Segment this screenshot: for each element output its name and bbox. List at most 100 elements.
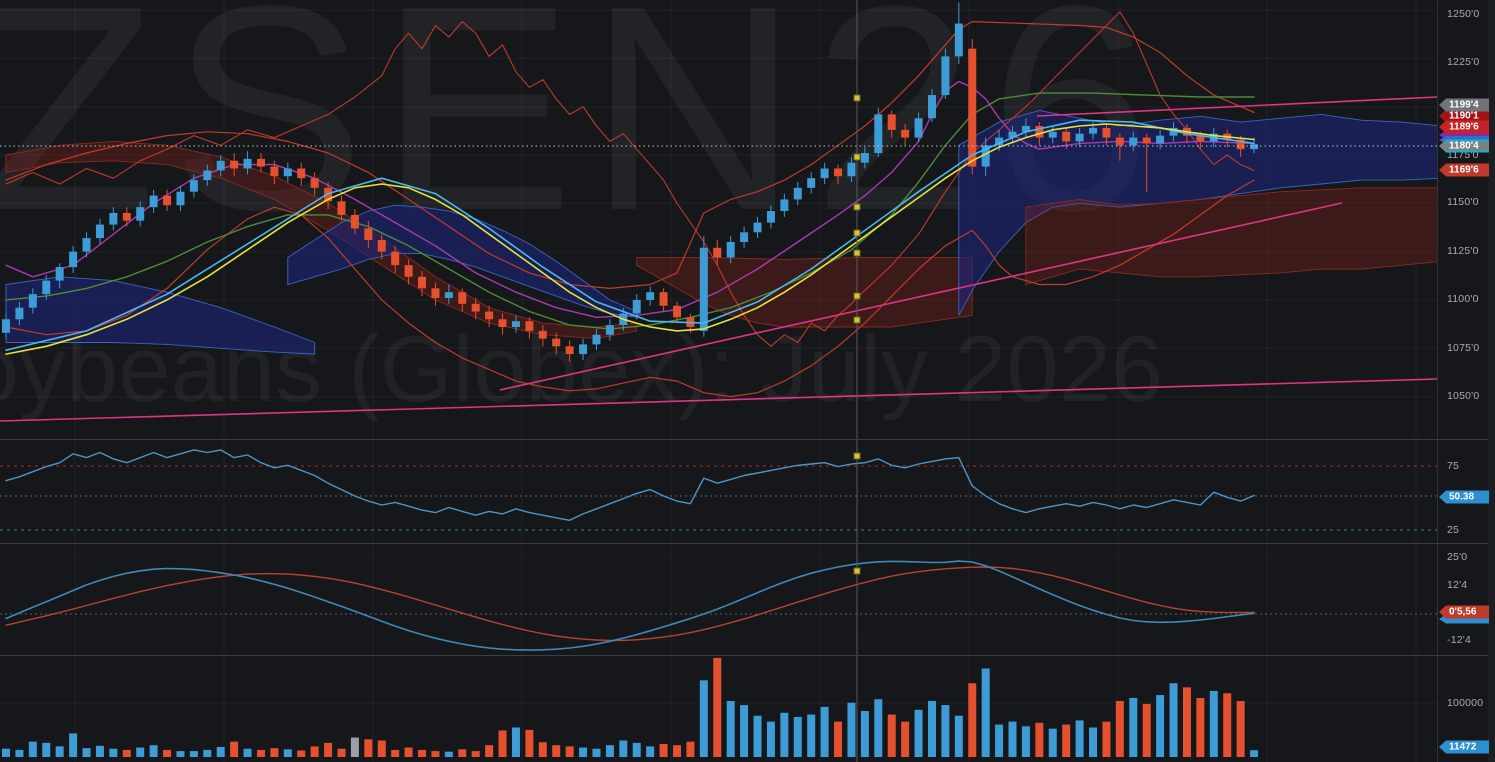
candle-up[interactable] bbox=[914, 118, 923, 138]
volume-bar[interactable] bbox=[1156, 695, 1165, 757]
volume-bar[interactable] bbox=[431, 751, 440, 757]
volume-bar[interactable] bbox=[203, 749, 212, 757]
candle-up[interactable] bbox=[927, 95, 936, 119]
candle-up[interactable] bbox=[995, 137, 1004, 146]
volume-bar[interactable] bbox=[807, 714, 816, 757]
volume-bar[interactable] bbox=[471, 751, 480, 757]
candle-up[interactable] bbox=[847, 162, 856, 177]
volume-bar[interactable] bbox=[28, 741, 37, 757]
candle-down[interactable] bbox=[377, 240, 386, 252]
candle-up[interactable] bbox=[42, 280, 51, 295]
candle-up[interactable] bbox=[605, 325, 614, 335]
volume-bar[interactable] bbox=[525, 729, 534, 757]
volume-bar[interactable] bbox=[565, 746, 574, 757]
candle-up[interactable] bbox=[941, 56, 950, 96]
drawing-anchor-handle[interactable] bbox=[853, 153, 861, 161]
volume-bar[interactable] bbox=[995, 724, 1004, 757]
volume-bar[interactable] bbox=[740, 705, 749, 757]
volume-bar[interactable] bbox=[968, 683, 977, 757]
candle-up[interactable] bbox=[1048, 131, 1057, 138]
volume-bar[interactable] bbox=[619, 740, 628, 757]
candle-up[interactable] bbox=[632, 299, 641, 314]
candle-down[interactable] bbox=[256, 158, 265, 167]
volume-bar[interactable] bbox=[82, 748, 91, 757]
candle-up[interactable] bbox=[511, 321, 520, 328]
volume-bar[interactable] bbox=[646, 746, 655, 757]
drawing-anchor-handle[interactable] bbox=[853, 452, 861, 460]
candle-up[interactable] bbox=[69, 251, 78, 268]
candle-up[interactable] bbox=[136, 207, 145, 221]
volume-bar[interactable] bbox=[1209, 690, 1218, 757]
volume-bar[interactable] bbox=[485, 745, 494, 757]
candle-up[interactable] bbox=[2, 319, 10, 333]
candle-up[interactable] bbox=[189, 180, 198, 192]
trendline-3[interactable] bbox=[1036, 96, 1437, 117]
volume-bar[interactable] bbox=[887, 714, 896, 757]
candle-down[interactable] bbox=[1142, 137, 1151, 144]
candle-up[interactable] bbox=[1075, 133, 1084, 142]
candle-down[interactable] bbox=[418, 276, 427, 289]
volume-bar[interactable] bbox=[579, 747, 588, 757]
candle-down[interactable] bbox=[498, 319, 507, 328]
candle-up[interactable] bbox=[1089, 127, 1098, 134]
candle-up[interactable] bbox=[1250, 144, 1259, 150]
volume-bar[interactable] bbox=[1048, 728, 1057, 757]
candle-up[interactable] bbox=[820, 168, 829, 179]
volume-bar[interactable] bbox=[377, 740, 386, 757]
candle-down[interactable] bbox=[1102, 127, 1111, 138]
candle-down[interactable] bbox=[713, 247, 722, 258]
volume-bar[interactable] bbox=[55, 746, 64, 757]
chart-canvas[interactable] bbox=[0, 0, 1437, 762]
drawing-anchor-handle[interactable] bbox=[853, 94, 861, 102]
candle-up[interactable] bbox=[793, 187, 802, 200]
drawing-anchor-handle[interactable] bbox=[853, 316, 861, 324]
candle-up[interactable] bbox=[95, 224, 104, 239]
candle-down[interactable] bbox=[350, 214, 359, 229]
candle-down[interactable] bbox=[270, 166, 279, 177]
volume-bar[interactable] bbox=[834, 721, 843, 757]
price-axis[interactable]: 1250'0 1225'0 1175'0 1150'0 1125'0 1100'0 1075… bbox=[1437, 0, 1495, 762]
candle-down[interactable] bbox=[163, 195, 172, 206]
volume-bar[interactable] bbox=[364, 739, 373, 757]
vertical-line-drawing[interactable] bbox=[853, 0, 861, 762]
candle-up[interactable] bbox=[1021, 125, 1030, 132]
candle-up[interactable] bbox=[780, 199, 789, 212]
candle-down[interactable] bbox=[230, 160, 239, 169]
candle-up[interactable] bbox=[1129, 137, 1138, 146]
red-band-lines[interactable] bbox=[5, 11, 1255, 398]
volume-bar[interactable] bbox=[901, 721, 910, 757]
candle-up[interactable] bbox=[444, 292, 453, 299]
candle-down[interactable] bbox=[968, 48, 977, 167]
candle-up[interactable] bbox=[1156, 135, 1165, 144]
candle-up[interactable] bbox=[579, 344, 588, 355]
volume-bar[interactable] bbox=[1196, 698, 1205, 757]
volume-bar[interactable] bbox=[1021, 726, 1030, 757]
candle-up[interactable] bbox=[149, 195, 158, 208]
candle-down[interactable] bbox=[901, 129, 910, 138]
volume-bar[interactable] bbox=[350, 737, 359, 757]
candle-down[interactable] bbox=[673, 305, 681, 318]
volume-bar[interactable] bbox=[659, 744, 668, 757]
drawing-anchor-handle[interactable] bbox=[853, 567, 861, 575]
rsi-line[interactable] bbox=[5, 449, 1255, 521]
volume-bar[interactable] bbox=[109, 748, 118, 757]
volume-bar[interactable] bbox=[136, 747, 145, 757]
volume-bar[interactable] bbox=[324, 742, 333, 757]
macd-line[interactable] bbox=[5, 560, 1255, 651]
candle-down[interactable] bbox=[1236, 139, 1245, 150]
volume-bar[interactable] bbox=[230, 741, 239, 757]
candle-up[interactable] bbox=[176, 191, 185, 206]
candle-up[interactable] bbox=[283, 168, 292, 177]
candle-up[interactable] bbox=[753, 222, 762, 233]
volume-bar[interactable] bbox=[310, 746, 319, 757]
trendline-1[interactable] bbox=[0, 378, 1437, 422]
volume-bar[interactable] bbox=[793, 716, 802, 757]
candle-down[interactable] bbox=[391, 251, 400, 266]
volume-bar[interactable] bbox=[2, 748, 10, 757]
trendline-drawings[interactable] bbox=[0, 96, 1437, 422]
candle-down[interactable] bbox=[297, 168, 306, 179]
panel-separator-volume[interactable] bbox=[0, 655, 1495, 656]
volume-bar[interactable] bbox=[552, 745, 561, 757]
volume-bar[interactable] bbox=[297, 750, 306, 757]
volume-bar[interactable] bbox=[766, 721, 775, 757]
